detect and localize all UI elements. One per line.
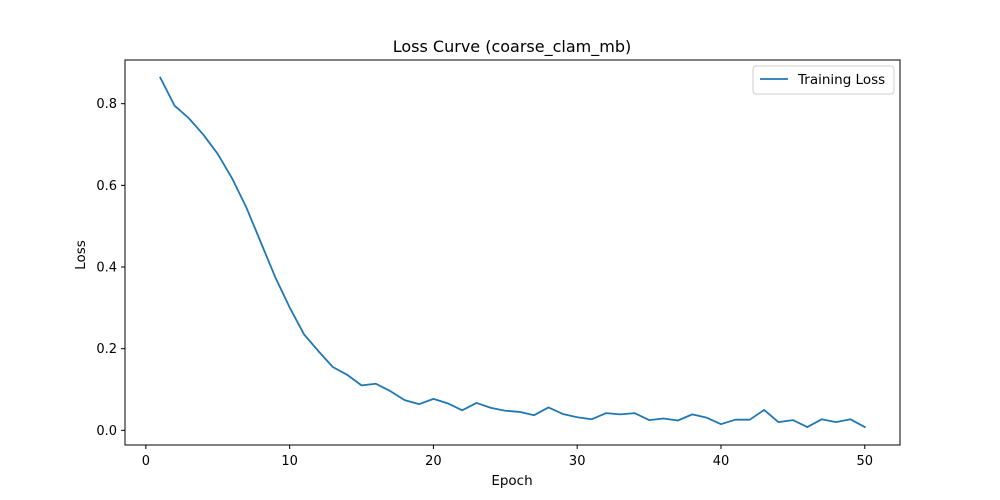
- data-point: [778, 421, 780, 423]
- data-point: [346, 374, 348, 376]
- x-tick-label: 20: [425, 454, 442, 469]
- y-tick-label: 0.6: [96, 179, 117, 194]
- data-point: [274, 276, 276, 278]
- data-point: [662, 417, 664, 419]
- x-tick-label: 0: [142, 454, 150, 469]
- data-point: [763, 409, 765, 411]
- y-axis-label: Loss: [73, 240, 89, 270]
- data-point: [519, 411, 521, 413]
- x-axis-label: Epoch: [491, 473, 532, 489]
- data-point: [317, 350, 319, 352]
- data-point: [303, 333, 305, 335]
- data-point: [605, 412, 607, 414]
- data-point: [591, 418, 593, 420]
- y-axis-ticks: 0.0 0.2 0.4 0.6 0.8: [96, 97, 125, 439]
- data-point: [691, 413, 693, 415]
- x-tick-label: 40: [713, 454, 730, 469]
- data-point: [533, 414, 535, 416]
- x-tick-label: 10: [281, 454, 298, 469]
- data-point: [418, 403, 420, 405]
- y-tick-label: 0.8: [96, 97, 117, 112]
- x-tick-label: 50: [856, 454, 873, 469]
- data-point: [361, 384, 363, 386]
- data-point: [576, 416, 578, 418]
- data-point: [749, 419, 751, 421]
- data-point: [159, 77, 161, 79]
- legend-label-training-loss: Training Loss: [797, 72, 885, 88]
- legend-box: [752, 65, 895, 95]
- series-line-training-loss: [159, 76, 866, 429]
- data-point: [821, 418, 823, 420]
- data-point: [562, 413, 564, 415]
- data-point: [806, 426, 808, 428]
- legend: Training Loss: [752, 65, 895, 95]
- data-point: [490, 407, 492, 409]
- data-point: [476, 402, 478, 404]
- x-axis-ticks: 0 10 20 30 40 50: [142, 445, 873, 469]
- data-point: [289, 306, 291, 308]
- data-point: [720, 423, 722, 425]
- data-point: [706, 417, 708, 419]
- data-point: [504, 410, 506, 412]
- data-point: [447, 402, 449, 404]
- data-point: [174, 105, 176, 107]
- data-point: [245, 207, 247, 209]
- data-point: [461, 409, 463, 411]
- data-point: [677, 420, 679, 422]
- data-point: [375, 383, 377, 385]
- data-point: [734, 419, 736, 421]
- data-point: [202, 134, 204, 136]
- data-point: [260, 241, 262, 243]
- data-point: [389, 390, 391, 392]
- data-point: [217, 153, 219, 155]
- data-point: [849, 418, 851, 420]
- data-point: [634, 412, 636, 414]
- data-point: [231, 177, 233, 179]
- chart-title: Loss Curve (coarse_clam_mb): [393, 37, 631, 57]
- data-point: [864, 426, 866, 428]
- data-point: [404, 399, 406, 401]
- axes-frame: [124, 59, 901, 446]
- data-point: [619, 413, 621, 415]
- data-point: [432, 398, 434, 400]
- data-point: [648, 419, 650, 421]
- x-tick-label: 30: [569, 454, 586, 469]
- y-tick-label: 0.2: [96, 342, 117, 357]
- data-point: [547, 406, 549, 408]
- data-point: [188, 117, 190, 119]
- data-point: [792, 419, 794, 421]
- data-point: [332, 366, 334, 368]
- data-point: [835, 421, 837, 423]
- y-tick-label: 0.0: [96, 424, 117, 439]
- y-tick-label: 0.4: [96, 260, 117, 275]
